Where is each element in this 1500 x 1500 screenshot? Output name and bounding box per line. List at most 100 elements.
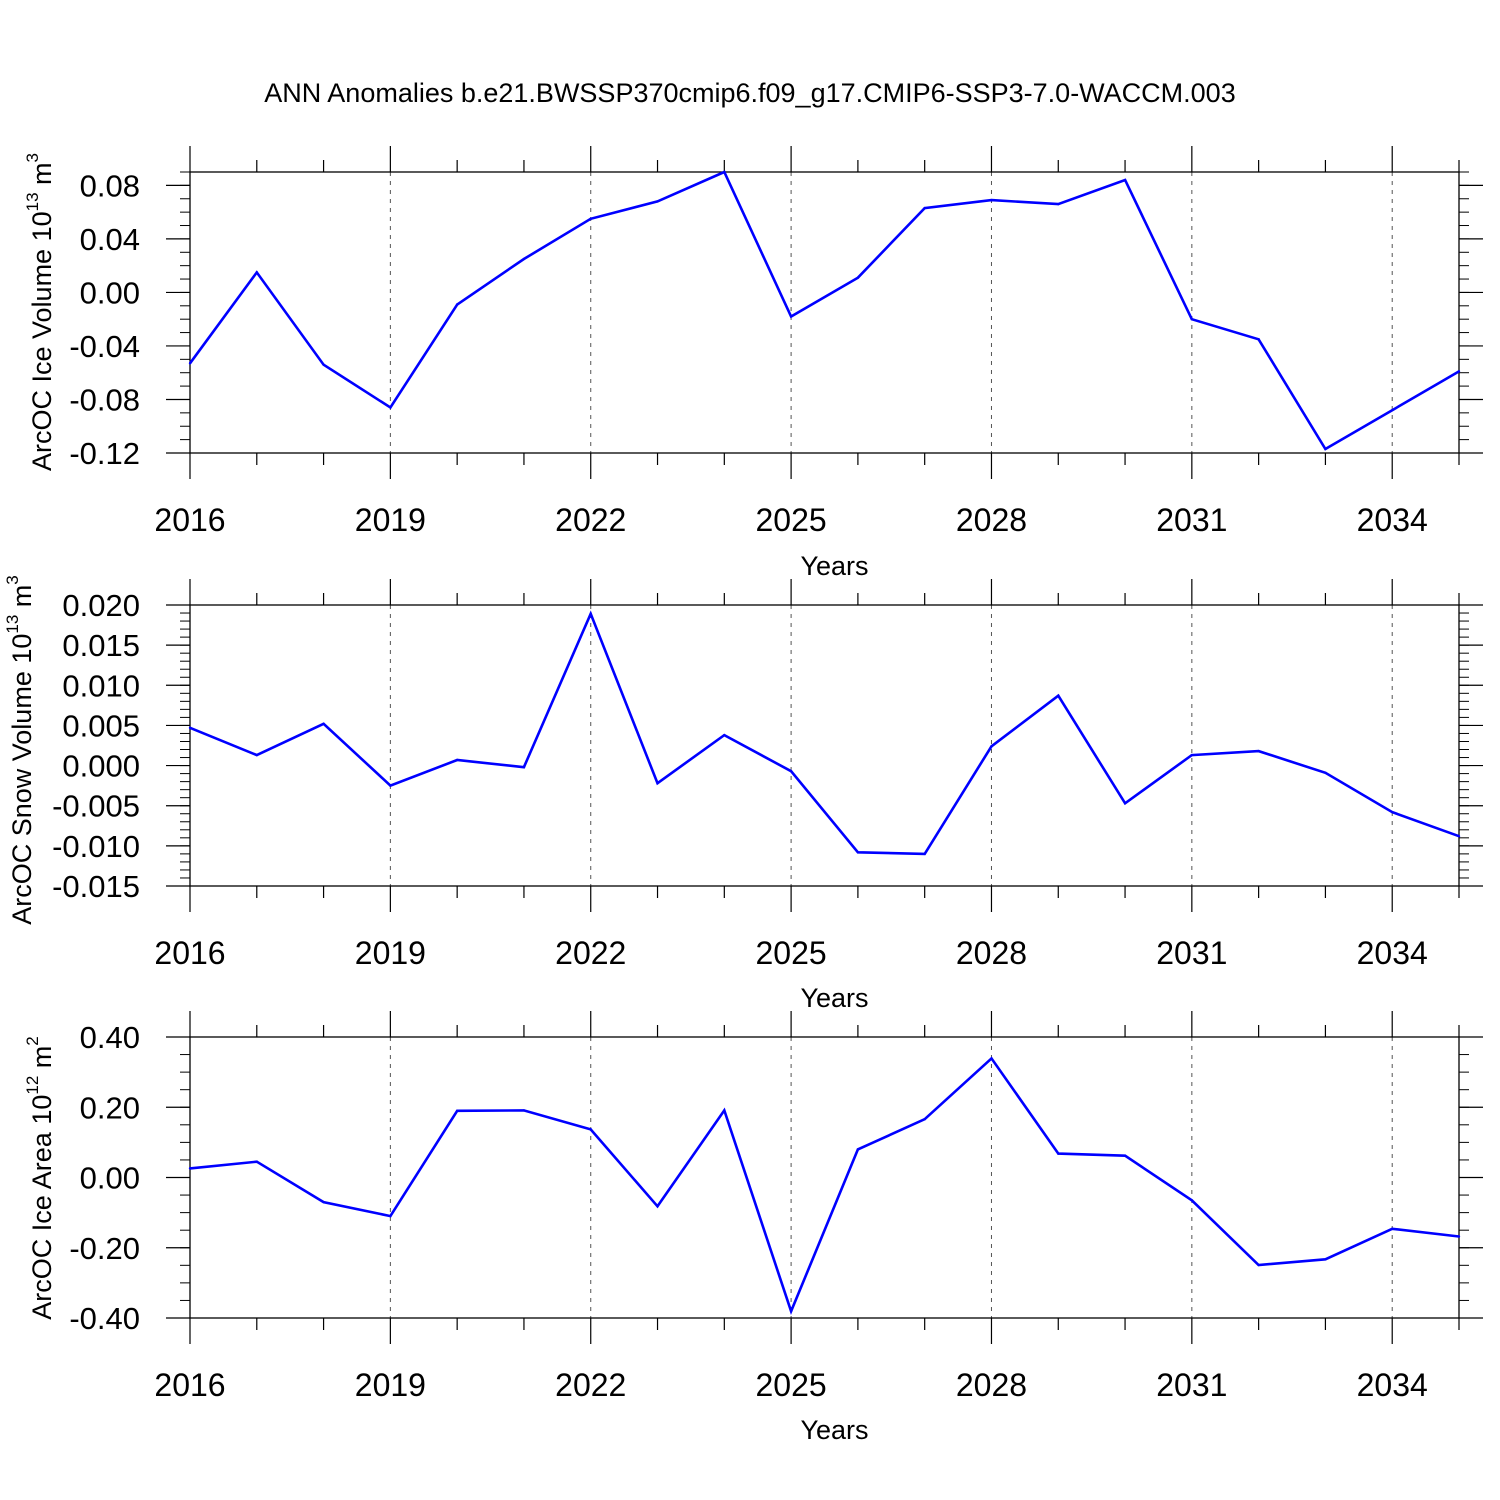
plot-frame xyxy=(189,604,1460,887)
x-axis-title: Years xyxy=(800,551,868,581)
y-axis-title: ArcOC Ice Area 1012 m2 xyxy=(23,1036,58,1320)
x-tick-label: 2016 xyxy=(154,1367,225,1403)
data-point xyxy=(1391,1227,1394,1230)
data-point xyxy=(990,745,993,748)
data-point xyxy=(255,1160,258,1163)
x-axis-title: Years xyxy=(800,983,868,1013)
x-tick-label: 2034 xyxy=(1357,502,1428,538)
data-point xyxy=(656,200,659,203)
data-point xyxy=(522,765,526,769)
x-axis-title: Years xyxy=(800,1415,868,1445)
y-tick-label: 0.00 xyxy=(80,275,140,310)
y-tick-label: 0.000 xyxy=(62,749,140,784)
x-tick-label: 2034 xyxy=(1357,935,1428,971)
x-tick-label: 2019 xyxy=(355,935,426,971)
plot-panel: 2016 2019 2022 2025 2028 2031 2034 -0.12 -0.08 -0… xyxy=(23,146,1483,581)
y-tick-label: -0.20 xyxy=(69,1231,140,1266)
y-tick-label: 0.015 xyxy=(62,628,140,663)
data-point xyxy=(1123,802,1127,805)
data-point xyxy=(455,1109,459,1112)
data-point xyxy=(656,1205,659,1208)
data-point xyxy=(1257,338,1260,341)
data-point xyxy=(455,303,459,306)
data-point xyxy=(188,362,192,365)
x-tick-label: 2022 xyxy=(555,935,626,971)
y-tick-label: 0.005 xyxy=(62,708,140,743)
y-axis-title: ArcOC Snow Volume 1013 m3 xyxy=(3,575,38,925)
data-point xyxy=(1457,1235,1461,1238)
y-tick-label: 0.020 xyxy=(62,588,140,623)
data-point xyxy=(589,612,592,616)
x-tick-label: 2025 xyxy=(756,502,827,538)
data-point xyxy=(1257,1263,1260,1267)
y-tick-label: 0.00 xyxy=(80,1161,140,1196)
data-series-line xyxy=(188,170,1460,451)
x-tick-label: 2016 xyxy=(154,935,225,971)
y-tick-label: 0.40 xyxy=(80,1020,140,1055)
data-point xyxy=(1391,810,1394,814)
data-point xyxy=(1457,835,1461,838)
data-point xyxy=(789,315,793,318)
data-point xyxy=(322,363,325,366)
data-point xyxy=(1324,1258,1327,1261)
data-point xyxy=(923,852,926,856)
data-series-line xyxy=(189,1056,1460,1316)
y-tick-label: -0.04 xyxy=(69,329,140,364)
x-tick-label: 2016 xyxy=(154,502,225,538)
data-point xyxy=(322,1200,325,1204)
x-tick-label: 2022 xyxy=(555,502,626,538)
y-tick-label: -0.005 xyxy=(52,789,140,824)
data-point xyxy=(856,276,860,279)
data-point xyxy=(723,1109,726,1112)
x-tick-label: 2031 xyxy=(1156,1367,1227,1403)
x-tick-label: 2025 xyxy=(756,935,827,971)
y-tick-label: 0.08 xyxy=(80,168,140,203)
x-tick-label: 2025 xyxy=(756,1367,827,1403)
data-series-line xyxy=(189,610,1460,856)
x-tick-label: 2031 xyxy=(1156,935,1227,971)
x-tick-label: 2034 xyxy=(1357,1367,1428,1403)
data-point xyxy=(188,1167,192,1170)
data-point xyxy=(856,851,860,854)
data-point xyxy=(856,1148,860,1151)
data-point xyxy=(389,406,392,409)
data-point xyxy=(522,1109,526,1112)
y-tick-label: -0.08 xyxy=(69,382,140,417)
data-point xyxy=(923,1117,926,1121)
y-tick-label: -0.015 xyxy=(52,869,140,904)
data-point xyxy=(990,198,993,202)
data-point xyxy=(1057,694,1060,697)
data-point xyxy=(1123,1154,1127,1157)
plot-frame xyxy=(189,171,1460,454)
y-tick-label: -0.12 xyxy=(69,436,140,471)
x-tick-label: 2028 xyxy=(956,1367,1027,1403)
data-point xyxy=(522,257,526,261)
data-point xyxy=(723,170,726,174)
data-point xyxy=(1190,753,1194,757)
data-point xyxy=(1057,1152,1060,1155)
data-point xyxy=(789,769,793,773)
data-point xyxy=(1457,370,1461,373)
x-tick-label: 2019 xyxy=(355,1367,426,1403)
data-point xyxy=(923,206,926,210)
y-tick-label: -0.010 xyxy=(52,829,140,864)
data-point xyxy=(455,758,459,762)
data-point xyxy=(1324,447,1327,451)
data-point xyxy=(589,217,592,221)
data-point xyxy=(188,726,192,730)
x-tick-label: 2028 xyxy=(956,935,1027,971)
y-tick-label: 0.20 xyxy=(80,1090,140,1125)
data-point xyxy=(656,782,659,785)
data-point xyxy=(1257,749,1260,753)
chart-title: ANN Anomalies b.e21.BWSSP370cmip6.f09_g1… xyxy=(264,78,1236,108)
data-point xyxy=(1324,771,1327,774)
x-tick-label: 2031 xyxy=(1156,502,1227,538)
y-tick-label: -0.40 xyxy=(69,1301,140,1336)
y-tick-label: 0.04 xyxy=(80,222,140,257)
data-point xyxy=(1057,202,1060,206)
data-point xyxy=(255,271,258,274)
data-point xyxy=(789,1310,793,1313)
data-point xyxy=(255,753,258,757)
y-tick-label: 0.010 xyxy=(62,668,140,703)
